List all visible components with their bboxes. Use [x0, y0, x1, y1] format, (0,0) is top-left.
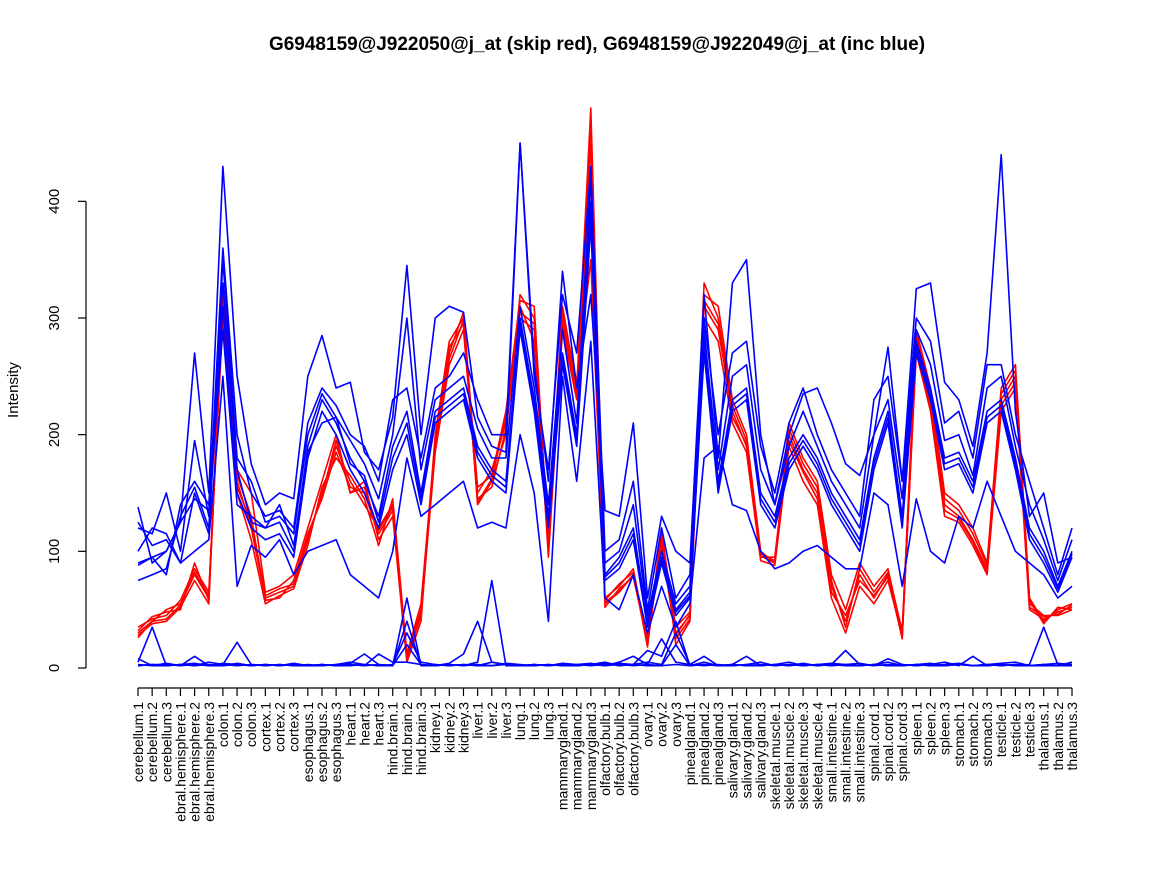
x-tick-label: colon.2: [229, 702, 245, 747]
x-tick-label: ovary.3: [668, 702, 684, 747]
x-tick-label: stomach.3: [979, 702, 995, 767]
x-tick-label: cortex.1: [257, 702, 273, 752]
x-tick-label: spleen.1: [908, 702, 924, 755]
x-tick-label: ovary.1: [639, 702, 655, 747]
x-tick-label: cerebellum.1: [130, 702, 146, 782]
x-tick-label: liver.3: [498, 702, 514, 739]
x-tick-label: esophagus.2: [314, 702, 330, 782]
y-tick-label-400: 400: [46, 189, 63, 214]
x-tick-label: skeletal.muscle.2: [781, 702, 797, 810]
x-tick-label: esophagus.1: [300, 702, 316, 782]
x-tick-label: liver.2: [484, 702, 500, 739]
x-tick-label: mammarygland.2: [569, 702, 585, 810]
x-tick-label: spinal.cord.2: [880, 702, 896, 782]
y-tick-label-300: 300: [46, 305, 63, 330]
x-tick-label: lung.3: [540, 702, 556, 740]
inc-series-line-17: [137, 643, 1073, 667]
y-axis: 0 100 200 300 400: [46, 189, 87, 672]
x-tick-label: esophagus.3: [328, 702, 344, 782]
x-tick-label: mammarygland.1: [555, 702, 571, 810]
x-tick-label: spinal.cord.1: [866, 702, 882, 782]
x-tick-label: olfactory.bulb.1: [597, 702, 613, 796]
x-tick-label: hind.brain.1: [385, 702, 401, 775]
x-tick-label: heart.3: [371, 702, 387, 746]
x-tick-label: testicle.3: [1022, 702, 1038, 757]
y-tick-label-100: 100: [46, 539, 63, 564]
x-tick-label: hind.brain.3: [413, 702, 429, 775]
x-tick-label: testicle.1: [993, 702, 1009, 757]
x-tick-label: olfactory.bulb.3: [625, 702, 641, 796]
x-tick-label: small.intestine.1: [823, 702, 839, 803]
x-tick-label: salivary.gland.2: [739, 702, 755, 798]
x-tick-label: mammarygland.3: [583, 702, 599, 810]
x-tick-label: olfactory.bulb.2: [611, 702, 627, 796]
x-tick-label: skeletal.muscle.3: [795, 702, 811, 810]
x-tick-label: small.intestine.3: [852, 702, 868, 803]
x-tick-label: spleen.2: [922, 702, 938, 755]
x-tick-label: thalamus.2: [1050, 702, 1066, 771]
x-tick-label: kidney.1: [427, 702, 443, 753]
inc-series-line-11: [137, 212, 1073, 625]
x-tick-label: kidney.2: [441, 702, 457, 753]
x-tick-label: spinal.cord.3: [894, 702, 910, 782]
x-tick-label: hind.brain.2: [399, 702, 415, 775]
x-tick-label: lung.1: [512, 702, 528, 740]
inc-series-line-12: [137, 340, 1073, 634]
x-tick-label: small.intestine.2: [838, 702, 854, 803]
chart-title: G6948159@J922050@j_at (skip red), G69481…: [269, 34, 925, 55]
x-tick-label: heart.2: [356, 702, 372, 746]
x-tick-label: colon.3: [243, 702, 259, 747]
x-tick-label: cortex.3: [286, 702, 302, 752]
x-tick-label: pinealgland.3: [710, 702, 726, 786]
y-tick-label-0: 0: [46, 664, 63, 672]
x-tick-label: thalamus.1: [1036, 702, 1052, 771]
x-tick-label: ovary.2: [654, 702, 670, 747]
x-tick-label: thalamus.3: [1064, 702, 1080, 771]
x-tick-label: pinealgland.1: [682, 702, 698, 786]
x-tick-label: cortex.2: [272, 702, 288, 752]
x-axis: cerebellum.1cerebellum.2cerebellum.3ebra…: [130, 687, 1080, 822]
x-tick-label: ebral.hemisphere.2: [187, 702, 203, 822]
x-tick-label: ebral.hemisphere.1: [172, 702, 188, 822]
x-tick-label: heart.1: [342, 702, 358, 746]
series-layer: [137, 107, 1073, 667]
x-tick-label: liver.1: [470, 702, 486, 739]
x-tick-label: stomach.1: [951, 702, 967, 767]
x-tick-label: salivary.gland.3: [753, 702, 769, 798]
x-tick-label: colon.1: [215, 702, 231, 747]
x-tick-label: cerebellum.2: [144, 702, 160, 782]
x-tick-label: stomach.2: [965, 702, 981, 767]
y-tick-label-200: 200: [46, 422, 63, 447]
y-axis-label: Intensity: [5, 362, 22, 418]
x-tick-label: ebral.hemisphere.3: [201, 702, 217, 822]
x-tick-label: cerebellum.3: [158, 702, 174, 782]
x-tick-label: spleen.3: [937, 702, 953, 755]
x-tick-label: testicle.2: [1007, 702, 1023, 757]
x-tick-label: salivary.gland.1: [724, 702, 740, 798]
x-tick-label: kidney.3: [455, 702, 471, 753]
x-tick-label: pinealgland.2: [696, 702, 712, 786]
x-tick-label: skeletal.muscle.4: [809, 702, 825, 810]
x-tick-label: skeletal.muscle.1: [767, 702, 783, 810]
inc-series-line-6: [137, 142, 1073, 599]
x-tick-label: lung.2: [526, 702, 542, 740]
